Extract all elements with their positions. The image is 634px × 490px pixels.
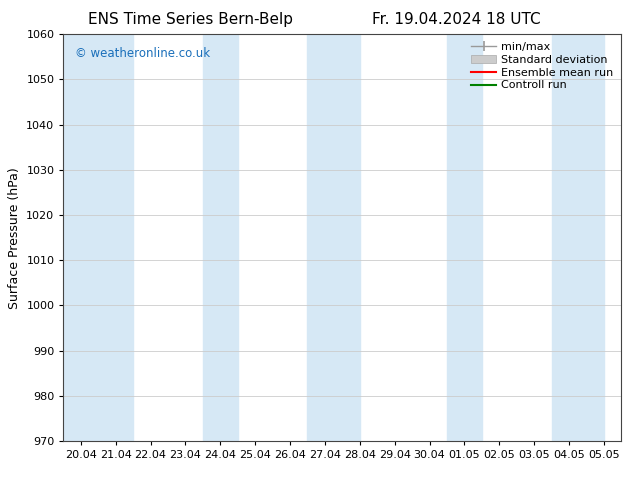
Bar (447, 34, 482, 441)
Y-axis label: Surface Pressure (hPa): Surface Pressure (hPa) (8, 167, 21, 309)
Text: © weatheronline.co.uk: © weatheronline.co.uk (75, 47, 210, 59)
Legend: min/max, Standard deviation, Ensemble mean run, Controll run: min/max, Standard deviation, Ensemble me… (469, 40, 616, 93)
Bar (203, 34, 238, 441)
Bar (63, 34, 133, 441)
Bar (307, 34, 360, 441)
Text: ENS Time Series Bern-Belp: ENS Time Series Bern-Belp (87, 12, 293, 27)
Text: Fr. 19.04.2024 18 UTC: Fr. 19.04.2024 18 UTC (372, 12, 541, 27)
Bar (552, 34, 604, 441)
